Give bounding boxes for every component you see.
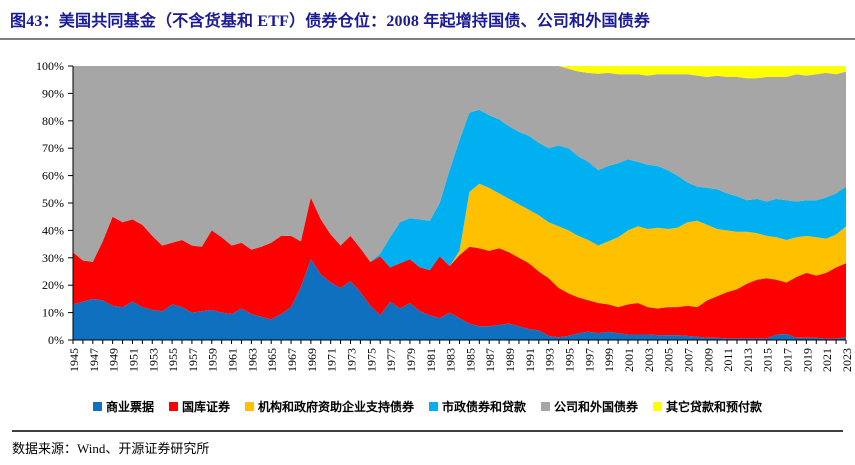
source-divider [12, 430, 843, 432]
x-tick-label: 1953 [146, 348, 160, 372]
legend-label: 公司和外国债券 [554, 399, 639, 414]
legend-swatch-icon [429, 401, 438, 411]
y-tick-label: 60% [42, 169, 64, 183]
legend-swatch-icon [168, 401, 178, 411]
x-tick-label: 2023 [840, 348, 854, 372]
data-source: 数据来源：Wind、开源证券研究所 [12, 441, 210, 456]
y-tick-label: 50% [42, 196, 64, 210]
x-tick-label: 1963 [245, 348, 259, 372]
x-tick-label: 1961 [226, 348, 240, 372]
x-tick-label: 2001 [622, 348, 636, 372]
legend-swatch-icon [653, 401, 663, 411]
x-tick-label: 1949 [107, 348, 121, 372]
chart-legend: 商业票据 国库证券 机构和政府资助企业支持债券 市政债券和贷款 公司和外国债券 其它贷款和… [0, 396, 855, 416]
figure-title: 图43：美国共同基金（不含货基和 ETF）债券仓位：2008 年起增持国债、公司… [10, 13, 651, 30]
x-tick-label: 1967 [285, 348, 299, 372]
x-tick-label: 1947 [87, 348, 101, 372]
y-tick-label: 90% [42, 86, 64, 100]
y-tick-label: 0% [48, 333, 64, 347]
legend-swatch-icon [541, 401, 551, 411]
area-series-4 [73, 66, 846, 262]
legend-label: 机构和政府资助企业支持债券 [257, 399, 414, 414]
x-tick-label: 1989 [503, 348, 517, 372]
x-tick-label: 2015 [761, 348, 775, 372]
x-tick-label: 2021 [820, 348, 834, 372]
x-tick-label: 1987 [483, 348, 497, 372]
x-tick-label: 1983 [444, 348, 458, 372]
x-tick-label: 2017 [781, 348, 795, 372]
x-tick-label: 2003 [642, 348, 656, 372]
legend-item-2: 机构和政府资助企业支持债券 [244, 398, 414, 415]
x-tick-label: 2011 [721, 348, 735, 372]
y-tick-label: 10% [42, 306, 64, 320]
x-tick-label: 1979 [404, 348, 418, 372]
x-tick-label: 1991 [523, 348, 537, 372]
x-tick-label: 2019 [800, 348, 814, 372]
legend-label: 其它贷款和预付款 [666, 399, 763, 414]
legend-label: 市政债券和贷款 [442, 399, 527, 414]
x-tick-label: 2009 [701, 348, 715, 372]
x-tick-label: 1981 [424, 348, 438, 372]
area-series-0 [73, 259, 846, 340]
stacked-area-chart: 0% 10% 20% 30% 40% 50% 60% 70% 80% 90% 100% 1945 194… [36, 59, 854, 372]
area-series-3 [73, 109, 846, 271]
x-tick-label: 2007 [681, 348, 695, 372]
area-series-5 [73, 66, 846, 79]
x-tick-label: 1969 [305, 348, 319, 372]
legend-label: 国库证券 [181, 399, 230, 414]
x-tick-label: 2013 [741, 348, 755, 372]
y-tick-label: 80% [42, 114, 64, 128]
x-tick-label: 1945 [67, 348, 81, 372]
legend-item-1: 国库证券 [168, 398, 230, 415]
x-tick-label: 1959 [206, 348, 220, 372]
y-tick-label: 100% [36, 59, 64, 73]
legend-item-4: 公司和外国债券 [541, 398, 638, 415]
x-tick-label: 1971 [325, 348, 339, 372]
x-tick-label: 1985 [463, 348, 477, 372]
y-tick-label: 70% [42, 141, 64, 155]
title-divider [0, 38, 855, 40]
legend-item-0: 商业票据 [92, 398, 154, 415]
x-tick-label: 1955 [166, 348, 180, 372]
x-tick-label: 1957 [186, 348, 200, 372]
x-tick-label: 1997 [582, 348, 596, 372]
y-tick-label: 40% [42, 223, 64, 237]
x-tick-label: 1973 [344, 348, 358, 372]
x-tick-label: 2005 [662, 348, 676, 372]
legend-swatch-icon [244, 401, 254, 411]
area-series-2 [73, 183, 846, 309]
x-tick-label: 1951 [126, 348, 140, 372]
x-tick-label: 1999 [602, 348, 616, 372]
legend-swatch-icon [92, 401, 102, 411]
area-series-1 [73, 197, 846, 339]
y-tick-label: 20% [42, 278, 64, 292]
x-tick-label: 1977 [384, 348, 398, 372]
legend-label: 商业票据 [105, 399, 154, 414]
x-tick-label: 1995 [563, 348, 577, 372]
x-tick-label: 1975 [364, 348, 378, 372]
x-tick-label: 1965 [265, 348, 279, 372]
y-tick-label: 30% [42, 251, 64, 265]
legend-item-5: 其它贷款和预付款 [653, 398, 762, 415]
x-tick-label: 1993 [543, 348, 557, 372]
legend-item-3: 市政债券和贷款 [429, 398, 526, 415]
